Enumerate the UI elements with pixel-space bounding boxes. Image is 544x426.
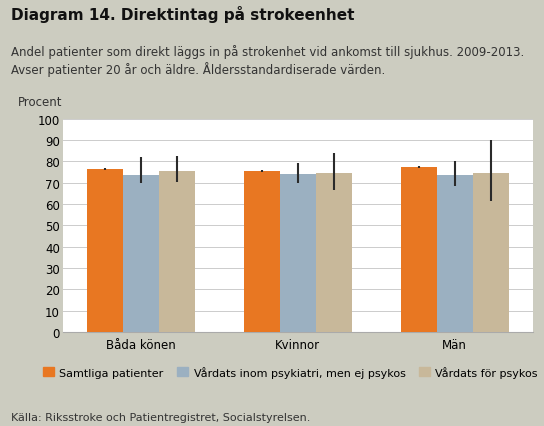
Bar bbox=[400, 167, 437, 332]
Text: Diagram 14. Direktintag på strokeenhet: Diagram 14. Direktintag på strokeenhet bbox=[11, 6, 354, 23]
Bar bbox=[123, 176, 159, 332]
Bar bbox=[280, 175, 316, 332]
Bar bbox=[316, 174, 352, 332]
Bar bbox=[87, 170, 123, 332]
Bar bbox=[437, 176, 473, 332]
Bar bbox=[473, 174, 509, 332]
Bar bbox=[159, 172, 195, 332]
Bar bbox=[244, 172, 280, 332]
Legend: Samtliga patienter, Vårdats inom psykiatri, men ej psykos, Vårdats för psykos: Samtliga patienter, Vårdats inom psykiat… bbox=[38, 361, 542, 382]
Text: Procent: Procent bbox=[18, 96, 63, 109]
Text: Källa: Riksstroke och Patientregistret, Socialstyrelsen.: Källa: Riksstroke och Patientregistret, … bbox=[11, 412, 310, 422]
Text: Andel patienter som direkt läggs in på strokenhet vid ankomst till sjukhus. 2009: Andel patienter som direkt läggs in på s… bbox=[11, 45, 524, 59]
Text: Avser patienter 20 år och äldre. Åldersstandardiserade värden.: Avser patienter 20 år och äldre. Ålderss… bbox=[11, 62, 385, 77]
